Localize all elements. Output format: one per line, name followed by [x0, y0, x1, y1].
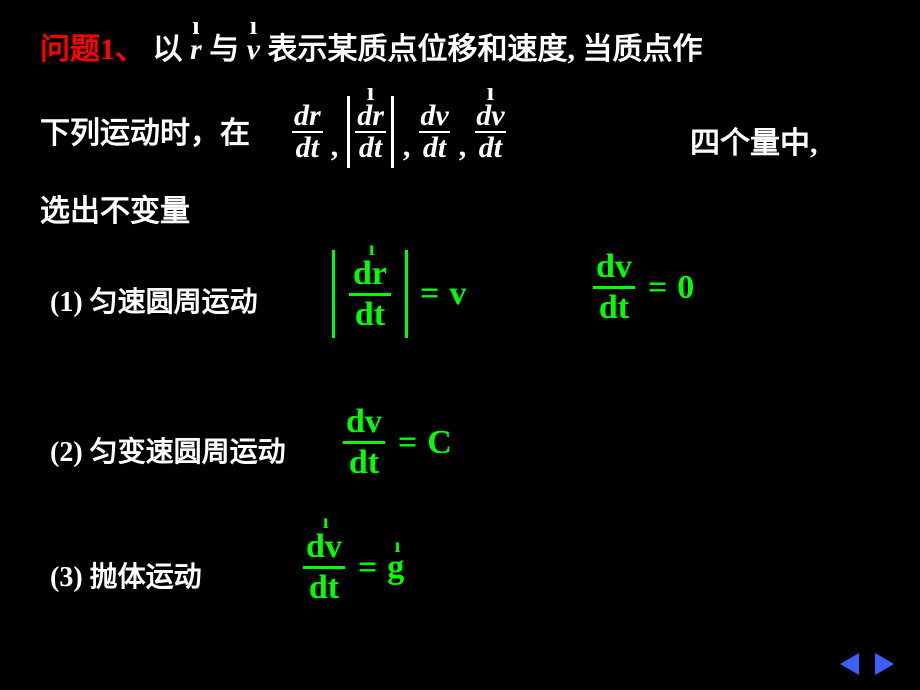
qty-dr-dt: dr dt: [290, 101, 325, 163]
vector-hat-icon: ı: [250, 11, 257, 41]
rhs-value-vec: ı g: [387, 549, 404, 587]
comma: ,: [403, 130, 411, 168]
question-line-3: 选出不变量: [40, 186, 190, 230]
rhs-value: C: [427, 424, 452, 462]
vector-hat-icon: ı: [323, 512, 329, 532]
qty-dv-dt: dv dt: [416, 101, 452, 163]
qty-dvvec-dt: ıdv dt: [472, 101, 508, 163]
symbol-r-vector: ı r: [190, 33, 202, 67]
slide: 问题1、 以 ı r 与 ı v 表示某质点位移和速度, 当质点作 下列运动时，…: [0, 0, 920, 690]
vector-hat-icon: ı: [487, 79, 494, 105]
nav-buttons: [836, 650, 898, 678]
item-3-label: (3) 抛体运动: [50, 555, 202, 595]
text-line2b: 四个量中,: [690, 118, 818, 162]
vector-hat-icon: ı: [192, 11, 199, 41]
rhs-value: v: [449, 275, 466, 313]
symbol-v-vector: ı v: [247, 33, 260, 67]
equals-sign: =: [648, 269, 667, 307]
text-mid1: 与: [209, 33, 239, 66]
equals-sign: =: [420, 275, 439, 313]
equation-2: dv dt = C: [340, 405, 452, 480]
text-post1: 表示某质点位移和速度, 当质点作: [268, 33, 703, 66]
rhs-value: 0: [677, 269, 694, 307]
item-1-label: (1) 匀速圆周运动: [50, 280, 258, 320]
question-label: 问题1、: [40, 33, 145, 66]
four-quantities: dr dt , ıdr dt , dv dt , ıdv dt: [290, 96, 509, 168]
item-2-label: (2) 匀变速圆周运动: [50, 430, 286, 470]
prev-slide-button[interactable]: [836, 650, 864, 678]
next-slide-button[interactable]: [870, 650, 898, 678]
abs-bar-right: [405, 250, 408, 338]
qty-abs-drvec-dt: ıdr dt: [344, 96, 397, 168]
equation-3: ıdv dt = ı g: [300, 530, 404, 605]
equals-sign: =: [358, 549, 377, 587]
triangle-left-icon: [837, 651, 863, 677]
abs-bar-left: [332, 250, 335, 338]
vector-hat-icon: ı: [367, 79, 374, 105]
comma: ,: [331, 130, 339, 168]
equation-1a: ıdr dt = v: [330, 250, 466, 338]
equation-1b: dv dt = 0: [590, 250, 694, 325]
text-line2a: 下列运动时，在: [40, 117, 250, 150]
abs-bar-left: [347, 96, 350, 168]
vector-hat-icon: ı: [369, 239, 375, 259]
equals-sign: =: [398, 424, 417, 462]
text-pre: 以: [153, 33, 183, 66]
vector-hat-icon: ı: [395, 535, 401, 558]
question-line-1: 问题1、 以 ı r 与 ı v 表示某质点位移和速度, 当质点作: [40, 24, 703, 68]
question-line-2: 下列运动时，在: [40, 108, 250, 152]
abs-bar-right: [391, 96, 394, 168]
triangle-right-icon: [871, 651, 897, 677]
comma: ,: [459, 130, 467, 168]
